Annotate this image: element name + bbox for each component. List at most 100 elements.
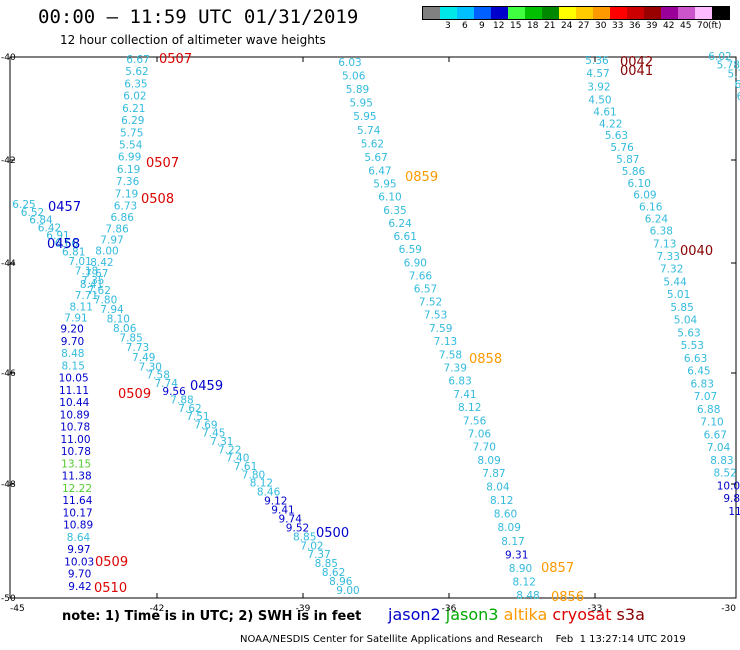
track-a-value: 7.67 [85, 268, 108, 280]
satellite-jason3: jason3 [440, 605, 499, 624]
map-border [9, 56, 737, 599]
track-c-value: 7.66 [409, 270, 433, 282]
legend-label: 3 [445, 21, 451, 31]
lon-tick-label: -45 [10, 604, 25, 614]
track-c-value: 6.35 [383, 205, 406, 217]
lat-tick-label: -46 [1, 369, 16, 379]
track-b-value: 9.00 [336, 585, 359, 597]
pass-time-label: 0042 [620, 55, 653, 70]
track-a-value: 8.64 [67, 532, 91, 544]
pass-time-label: 0459 [190, 379, 223, 394]
track-c-value: 7.41 [453, 389, 476, 401]
legend-label: 42 [663, 21, 675, 31]
credit-line: NOAA/NESDIS Center for Satellite Applica… [240, 634, 686, 645]
track-d-value: 5.44 [663, 276, 687, 288]
track-e-value: 5.78 [717, 59, 740, 71]
track-a-value: 5.62 [125, 66, 148, 78]
track-d-value: 11 [728, 506, 740, 518]
legend-label: 21 [544, 21, 556, 31]
track-b-value: 7.74 [155, 378, 179, 390]
track-c-value: 7.58 [439, 349, 462, 361]
track-d-value: 7.32 [660, 264, 683, 276]
track-d-value: 7.07 [694, 391, 717, 403]
track-a-value: 7.86 [105, 223, 129, 235]
track-b-value: 8.12 [250, 478, 273, 490]
track-d-value: 7.04 [707, 442, 731, 454]
track-a-value: 6.21 [122, 103, 145, 115]
track-b-value: 9.41 [271, 505, 294, 517]
pass-time-label: 0509 [118, 387, 151, 402]
track-a-value: 7.71 [75, 290, 98, 302]
track-b-value: 7.80 [242, 469, 265, 481]
track-b-value: 9.56 [162, 386, 186, 398]
satellite-altika: altika [498, 605, 548, 624]
track-b-value: 7.73 [126, 342, 149, 354]
track-b-value: 7.51 [186, 411, 209, 423]
track-c-value: 5.62 [361, 138, 384, 150]
track-c-value: 6.47 [368, 166, 391, 178]
legend-swatch [508, 7, 525, 19]
lon-tick-label: -39 [296, 604, 311, 614]
track-b-value: 8.96 [329, 576, 353, 588]
legend-swatch [542, 7, 559, 19]
legend-swatch [440, 7, 457, 19]
track-b-value: 6.84 [29, 215, 53, 227]
track-d-value: 5.87 [616, 154, 639, 166]
pass-time-label: 0508 [141, 192, 174, 207]
track-a-value: 8.15 [62, 361, 85, 373]
track-e-value: 6.02 [708, 51, 731, 63]
track-d-value: 5.76 [610, 142, 634, 154]
track-c-value: 7.56 [463, 415, 487, 427]
track-b-value: 8.10 [107, 314, 130, 326]
legend-label: 39 [646, 21, 658, 31]
track-c-value: 7.52 [419, 297, 442, 309]
track-d-value: 5.63 [605, 130, 628, 142]
track-a-value: 6.35 [124, 78, 147, 90]
track-c-value: 6.57 [414, 284, 437, 296]
track-a-value: 7.36 [116, 176, 140, 188]
track-a-value: 5.75 [120, 127, 143, 139]
track-c-value: 7.53 [424, 310, 447, 322]
track-d-value: 10.0 [717, 481, 740, 493]
pass-time-label: 0458 [47, 237, 80, 252]
legend-swatch [661, 7, 678, 19]
track-c-value: 6.24 [388, 218, 412, 230]
track-a-value: 12.22 [62, 483, 92, 495]
legend-label: 12 [493, 21, 505, 31]
track-c-value: 7.39 [444, 363, 467, 375]
track-c-value: 8.09 [498, 522, 521, 534]
lon-tick-label: -36 [442, 604, 457, 614]
track-c-value: 8.90 [509, 563, 532, 575]
track-b-value: 9.12 [264, 496, 287, 508]
track-a-value: 11.00 [60, 434, 90, 446]
track-c-value: 7.59 [429, 323, 452, 335]
track-a-value: 6.99 [118, 152, 141, 164]
track-a-value: 8.42 [90, 257, 113, 269]
track-a-value: 10.03 [64, 557, 94, 569]
track-d-value: 3.92 [587, 81, 610, 93]
track-c-value: 5.06 [342, 71, 366, 83]
legend-label: 45 [680, 21, 692, 31]
track-b-value: 7.37 [307, 549, 330, 561]
track-d-value: 6.83 [691, 378, 714, 390]
pass-time-label: 0041 [620, 64, 653, 79]
track-a-value: 6.02 [123, 91, 146, 103]
lat-tick-label: -40 [1, 53, 16, 63]
track-a-value: 8.48 [61, 348, 84, 360]
track-b-value: 7.22 [218, 444, 241, 456]
pass-time-label: 0509 [95, 555, 128, 570]
legend-label: 9 [479, 21, 485, 31]
track-b-value: 6.66 [55, 238, 79, 250]
track-b-value: 7.62 [178, 403, 201, 415]
track-d-value: 6.67 [704, 429, 727, 441]
track-b-value: 7.85 [119, 333, 142, 345]
track-c-value: 6.03 [338, 57, 361, 69]
track-a-value: 8.41 [80, 279, 103, 291]
track-c-value: 6.90 [404, 257, 427, 269]
track-c-value: 6.59 [399, 244, 422, 256]
track-d-value: 6.16 [639, 202, 663, 214]
track-d-value: 6.10 [628, 178, 651, 190]
track-d-value: 6.63 [684, 353, 707, 365]
track-c-value: 8.12 [513, 576, 536, 588]
track-a-value: 6.67 [126, 54, 149, 66]
